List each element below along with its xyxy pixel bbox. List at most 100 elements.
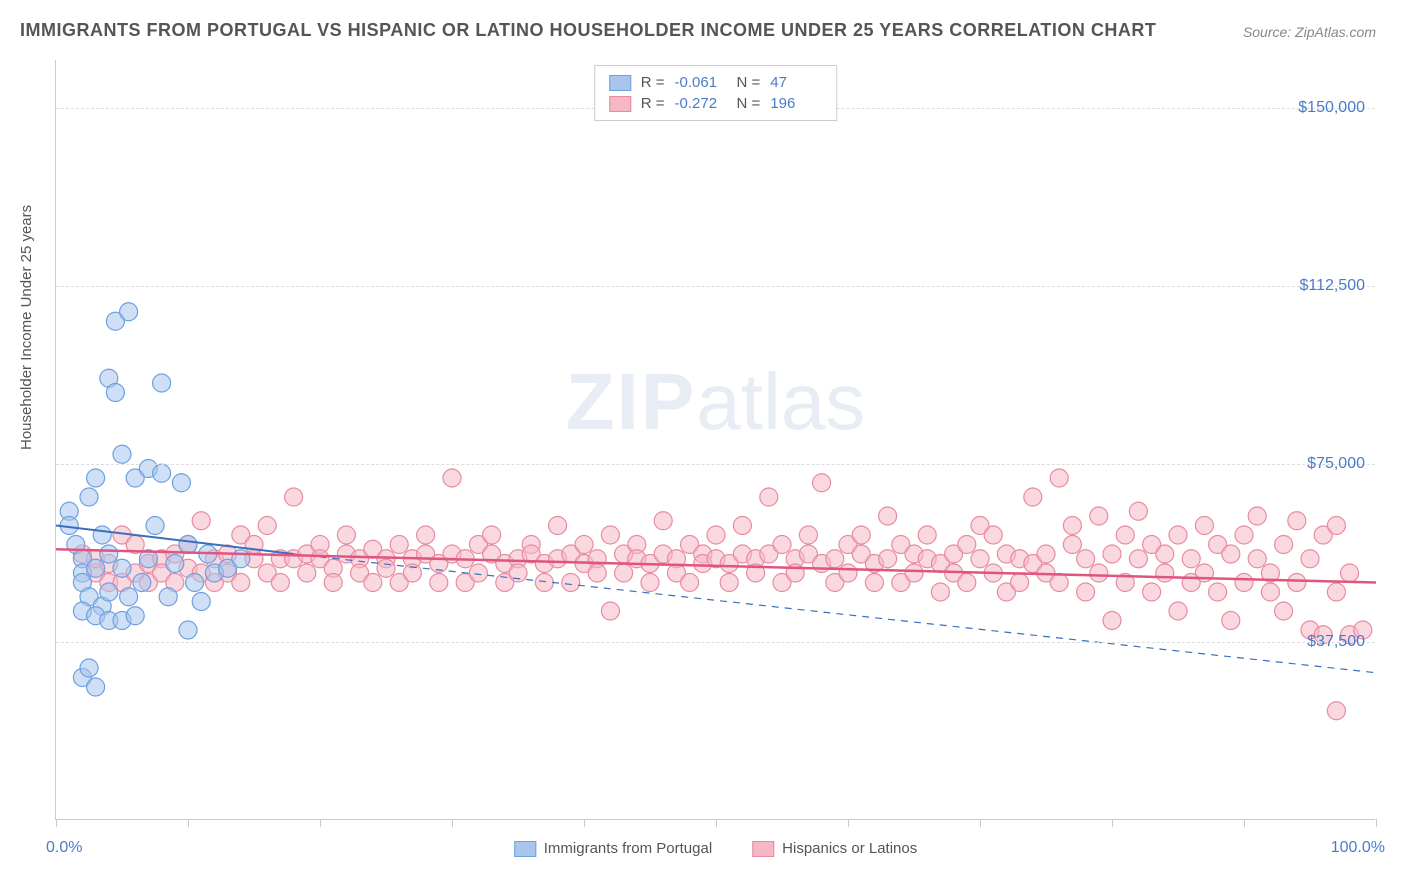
scatter-point [799, 526, 817, 544]
scatter-point [865, 574, 883, 592]
scatter-point [1327, 702, 1345, 720]
scatter-point [813, 474, 831, 492]
scatter-point [615, 564, 633, 582]
scatter-point [166, 555, 184, 573]
scatter-point [733, 517, 751, 535]
scatter-point [469, 564, 487, 582]
scatter-point [1327, 583, 1345, 601]
scatter-point [1288, 574, 1306, 592]
y-tick-label: $150,000 [1298, 99, 1365, 117]
scatter-point [87, 469, 105, 487]
scatter-point [1077, 583, 1095, 601]
gridline [56, 642, 1375, 643]
correlation-legend: R = -0.061 N = 47 R = -0.272 N = 196 [594, 65, 838, 121]
scatter-point [1261, 583, 1279, 601]
scatter-point [760, 488, 778, 506]
scatter-point [1222, 545, 1240, 563]
scatter-point [535, 574, 553, 592]
scatter-point [80, 659, 98, 677]
scatter-point [172, 474, 190, 492]
scatter-point [707, 526, 725, 544]
scatter-point [879, 550, 897, 568]
scatter-point [1050, 574, 1068, 592]
scatter-point [120, 588, 138, 606]
n-value-portugal: 47 [770, 74, 822, 91]
scatter-point [1129, 550, 1147, 568]
scatter-point [549, 517, 567, 535]
x-axis-max-label: 100.0% [1331, 839, 1385, 857]
scatter-point [417, 526, 435, 544]
x-tick [452, 819, 453, 827]
legend-row-hispanic: R = -0.272 N = 196 [609, 93, 823, 114]
scatter-point [390, 536, 408, 554]
scatter-point [1169, 526, 1187, 544]
scatter-point [1235, 574, 1253, 592]
x-tick [980, 819, 981, 827]
scatter-point [601, 602, 619, 620]
swatch-bottom-hispanic [752, 841, 774, 857]
scatter-point [1037, 545, 1055, 563]
x-tick [1112, 819, 1113, 827]
scatter-point [133, 574, 151, 592]
scatter-point [1063, 536, 1081, 554]
scatter-point [186, 574, 204, 592]
legend-item-portugal: Immigrants from Portugal [514, 840, 712, 857]
r-value-hispanic: -0.272 [675, 95, 727, 112]
scatter-point [958, 536, 976, 554]
y-tick-label: $112,500 [1299, 277, 1365, 295]
x-axis-min-label: 0.0% [46, 839, 82, 857]
scatter-point [641, 574, 659, 592]
chart-plot-area: ZIPatlas R = -0.061 N = 47 R = -0.272 N … [55, 60, 1375, 820]
source-attribution: Source: ZipAtlas.com [1243, 24, 1376, 40]
scatter-point [159, 588, 177, 606]
swatch-portugal [609, 75, 631, 91]
gridline [56, 286, 1375, 287]
r-value-portugal: -0.061 [675, 74, 727, 91]
scatter-point [905, 564, 923, 582]
scatter-point [575, 536, 593, 554]
scatter-point [1248, 550, 1266, 568]
scatter-point [258, 517, 276, 535]
scatter-point [984, 526, 1002, 544]
scatter-point [146, 517, 164, 535]
y-tick-label: $37,500 [1307, 633, 1365, 651]
scatter-point [298, 564, 316, 582]
gridline [56, 464, 1375, 465]
scatter-point [826, 550, 844, 568]
scatter-point [931, 583, 949, 601]
scatter-point [562, 574, 580, 592]
scatter-point [1235, 526, 1253, 544]
scatter-point [483, 526, 501, 544]
scatter-point [1103, 612, 1121, 630]
scatter-point [1275, 536, 1293, 554]
scatter-point [839, 564, 857, 582]
y-axis-label: Householder Income Under 25 years [18, 205, 35, 450]
scatter-point [324, 574, 342, 592]
scatter-point [1169, 602, 1187, 620]
n-value-hispanic: 196 [770, 95, 822, 112]
scatter-point [1209, 583, 1227, 601]
scatter-point [509, 564, 527, 582]
x-tick [1376, 819, 1377, 827]
scatter-point [1288, 512, 1306, 530]
legend-item-hispanic: Hispanics or Latinos [752, 840, 917, 857]
scatter-point [852, 526, 870, 544]
legend-label-portugal: Immigrants from Portugal [544, 840, 712, 857]
scatter-point [654, 512, 672, 530]
scatter-point [120, 303, 138, 321]
chart-title: IMMIGRANTS FROM PORTUGAL VS HISPANIC OR … [20, 20, 1156, 41]
scatter-point [87, 559, 105, 577]
scatter-point [87, 678, 105, 696]
x-tick [56, 819, 57, 827]
swatch-hispanic [609, 96, 631, 112]
scatter-point [1156, 545, 1174, 563]
scatter-point [1116, 526, 1134, 544]
scatter-point [1090, 507, 1108, 525]
scatter-point [1050, 469, 1068, 487]
x-tick [188, 819, 189, 827]
x-tick [848, 819, 849, 827]
scatter-point [1090, 564, 1108, 582]
scatter-point [271, 574, 289, 592]
x-tick [1244, 819, 1245, 827]
scatter-point [1301, 550, 1319, 568]
